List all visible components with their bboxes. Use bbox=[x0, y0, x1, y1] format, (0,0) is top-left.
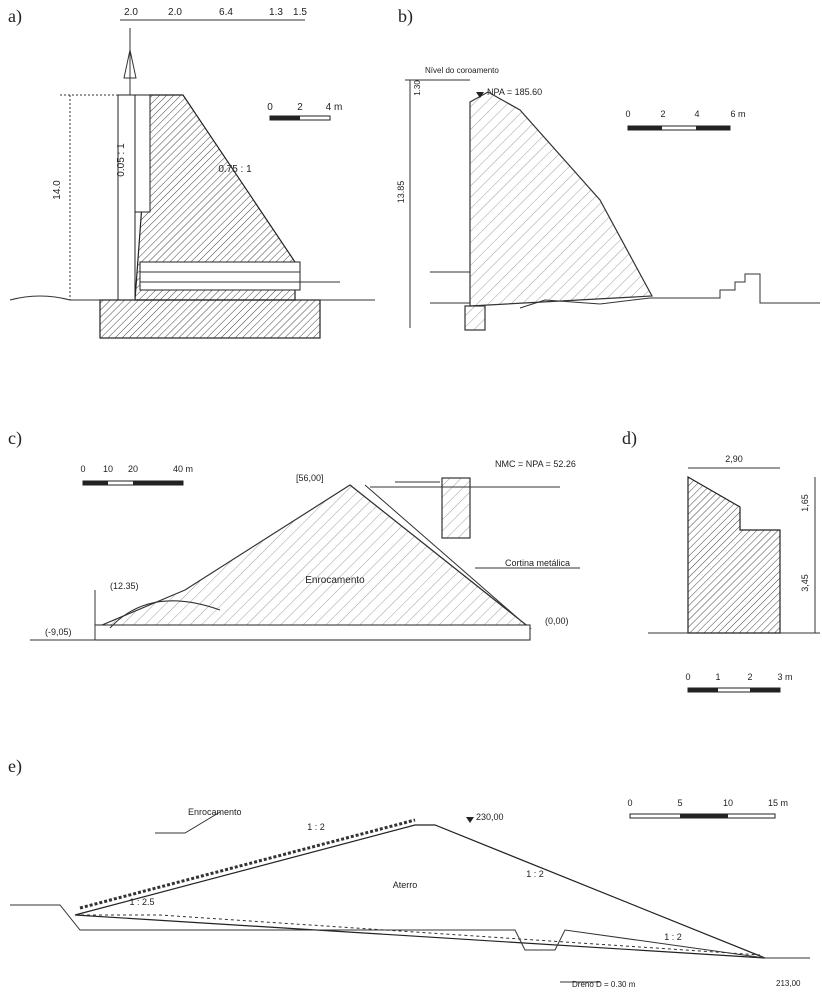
scale-label: 20 bbox=[128, 464, 138, 474]
body-label: Aterro bbox=[393, 880, 418, 890]
dimension-label: 14.0 bbox=[52, 180, 63, 200]
cutoff bbox=[464, 305, 486, 331]
upstream-stem bbox=[117, 94, 136, 301]
dimension-label: 2,90 bbox=[725, 454, 743, 464]
scale-label: 10 bbox=[103, 464, 113, 474]
scale-label: 10 bbox=[723, 798, 733, 808]
level-label: [56,00] bbox=[296, 473, 324, 483]
wall-section bbox=[687, 475, 781, 634]
berm bbox=[109, 600, 221, 629]
ground-line bbox=[430, 273, 820, 309]
dimension-label: 13.85 bbox=[396, 181, 406, 204]
outlet-pipes bbox=[139, 261, 301, 291]
scale-label: 15 m bbox=[768, 798, 788, 808]
dimension-label: 2.0 bbox=[168, 7, 182, 18]
scale-label: 40 m bbox=[173, 464, 193, 474]
body-label: Enrocamento bbox=[305, 575, 365, 586]
scale-bar bbox=[688, 688, 718, 692]
scale-label: 1 bbox=[715, 672, 720, 682]
crest-marker bbox=[466, 817, 474, 823]
foundation-line bbox=[10, 904, 810, 959]
scale-bar bbox=[750, 688, 780, 692]
leader-line bbox=[155, 811, 600, 983]
scale-bar bbox=[83, 481, 108, 485]
slope-label: 0.05 : 1 bbox=[116, 143, 127, 177]
scale-bar bbox=[133, 481, 183, 485]
shaft bbox=[134, 94, 151, 213]
foundation bbox=[99, 299, 321, 339]
panel-label: c) bbox=[8, 428, 22, 449]
gallery bbox=[94, 624, 531, 641]
dimension-label: 1.5 bbox=[293, 7, 307, 18]
masonry-dam bbox=[469, 91, 653, 307]
metal-membrane bbox=[349, 484, 531, 629]
scale-label: 0 bbox=[627, 798, 632, 808]
level-label: NPA = 185.60 bbox=[487, 87, 542, 97]
panel-label: a) bbox=[8, 6, 22, 27]
dimension-label: 2.0 bbox=[124, 7, 138, 18]
panel-label: d) bbox=[622, 428, 637, 449]
crest-line bbox=[370, 481, 560, 488]
note: Cortina metálica bbox=[505, 558, 570, 568]
scale-label: 4 m bbox=[326, 102, 343, 113]
slope-label: 1 : 2.5 bbox=[129, 897, 154, 907]
scale-label: 0 bbox=[625, 109, 630, 119]
scale-label: 6 m bbox=[730, 109, 745, 119]
level-label: NMC = NPA = 52.26 bbox=[495, 459, 576, 469]
intake-tower bbox=[441, 477, 471, 539]
scale-bar bbox=[696, 126, 730, 130]
scale-label: 5 bbox=[677, 798, 682, 808]
level-label: 213,00 bbox=[776, 979, 801, 988]
scale-label: 0 bbox=[267, 102, 273, 113]
level-label: (0,00) bbox=[545, 616, 569, 626]
scale-label: 2 bbox=[297, 102, 303, 113]
scale-label: 2 bbox=[747, 672, 752, 682]
note: Nível do coroamento bbox=[425, 66, 499, 75]
dimension-label: 3,45 bbox=[800, 574, 810, 592]
slope-label: 0.75 : 1 bbox=[218, 164, 252, 175]
panel-label: b) bbox=[398, 6, 413, 27]
scale-bar bbox=[628, 126, 662, 130]
slope-label: 1 : 2 bbox=[526, 869, 544, 879]
core-line bbox=[75, 914, 761, 956]
note: Dreno D = 0.30 m bbox=[572, 980, 636, 989]
scale-label: 3 m bbox=[777, 672, 792, 682]
panel-label: e) bbox=[8, 756, 22, 777]
dimension-label: 1.30 bbox=[413, 80, 422, 96]
antenna bbox=[123, 49, 137, 79]
dimension-label: 6.4 bbox=[219, 7, 233, 18]
scale-bar bbox=[270, 116, 300, 120]
slope-label: 1 : 2 bbox=[664, 932, 682, 942]
embankment bbox=[74, 824, 766, 959]
water-marker bbox=[476, 92, 484, 98]
scale-label: 2 bbox=[660, 109, 665, 119]
level-label: (12.35) bbox=[110, 581, 139, 591]
dimension-label: 1,65 bbox=[800, 494, 810, 512]
level-label: 230,00 bbox=[476, 812, 504, 822]
level-label: (-9,05) bbox=[45, 627, 72, 637]
scale-label: 0 bbox=[80, 464, 85, 474]
scale-bar bbox=[680, 814, 728, 818]
dimension-label: 1.3 bbox=[269, 7, 283, 18]
scale-label: 0 bbox=[685, 672, 690, 682]
note: Enrocamento bbox=[188, 807, 242, 817]
slope-label: 1 : 2 bbox=[307, 822, 325, 832]
scale-label: 4 bbox=[694, 109, 699, 119]
riprap bbox=[79, 818, 416, 910]
